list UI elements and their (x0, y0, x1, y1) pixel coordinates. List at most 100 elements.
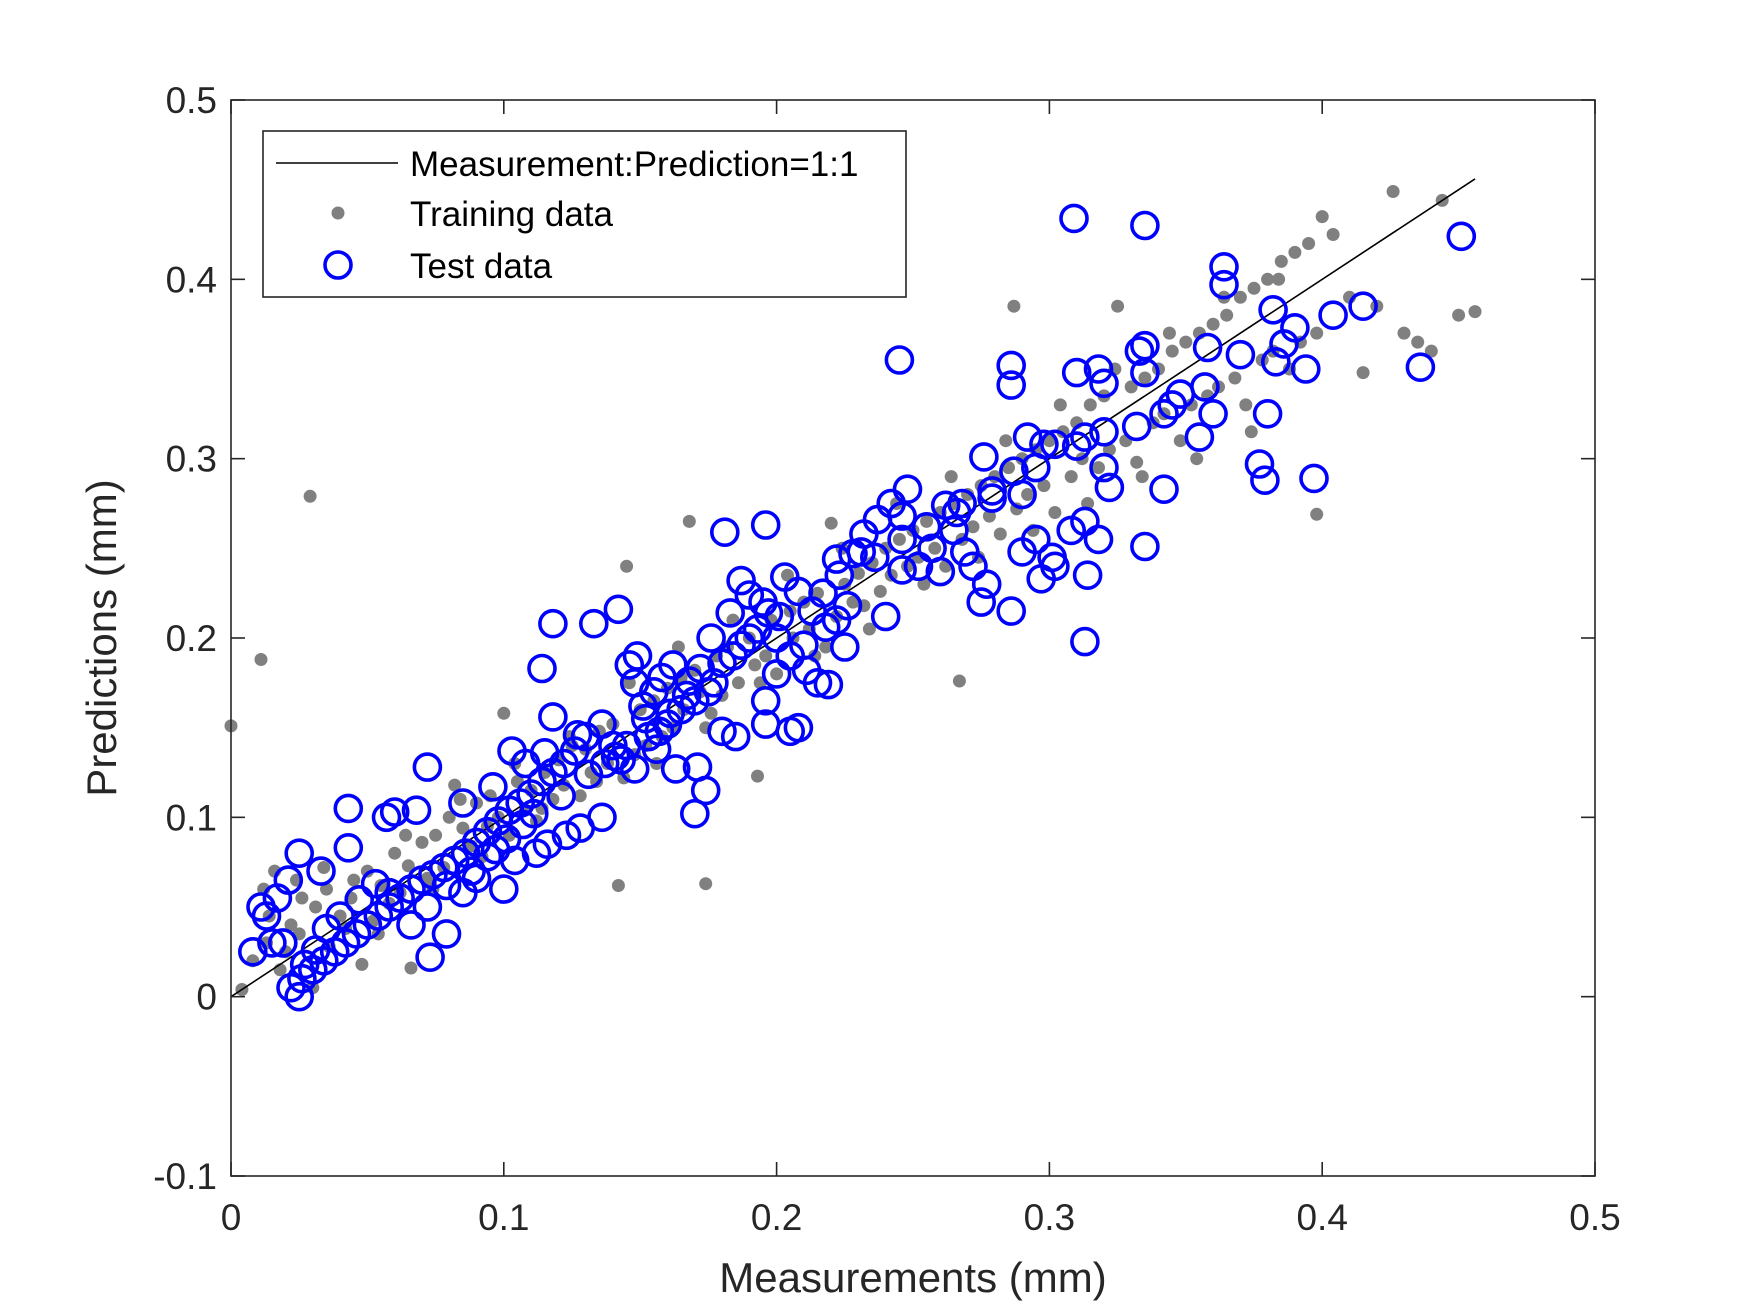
training-data-point (1233, 290, 1247, 304)
test-data-point (655, 698, 686, 729)
training-data-point (851, 566, 865, 580)
test-data-point (734, 580, 765, 610)
test-data-point (488, 874, 519, 904)
test-data-point (1225, 339, 1256, 370)
test-data-point (333, 832, 364, 863)
test-data-point (1209, 269, 1239, 300)
test-data-point (551, 820, 582, 851)
legend-dot-swatch (331, 206, 345, 220)
test-data-point (412, 892, 443, 922)
test-data-point (431, 870, 462, 901)
test-data-point (720, 721, 751, 752)
test-data-point (911, 511, 942, 542)
training-data-point (1184, 398, 1198, 412)
training-data-point (401, 859, 415, 873)
training-data-point (1206, 317, 1220, 331)
test-data-point (1405, 352, 1436, 383)
test-data-point (734, 623, 765, 653)
test-data-point (1070, 422, 1100, 452)
test-data-point (726, 565, 756, 596)
training-data-point (1173, 434, 1187, 448)
test-data-point (1130, 357, 1160, 388)
test-data-point (289, 949, 320, 980)
training-data-point (1135, 470, 1149, 484)
training-data-point (320, 882, 333, 896)
x-tick-label: 0.5 (1569, 1197, 1620, 1238)
training-data-point (811, 586, 824, 600)
test-data-point (1252, 398, 1283, 429)
test-data-point (603, 594, 634, 625)
test-data-point (996, 596, 1027, 626)
test-data-point (1083, 524, 1114, 555)
test-data-point (478, 771, 508, 802)
training-data-point (1228, 371, 1242, 385)
test-data-point (578, 608, 609, 639)
test-data-point (1012, 422, 1043, 452)
ticks: 0 0.1 0.2 0.3 0.4 0.5-0.100.10.20.30.40.5 (153, 80, 1620, 1238)
training-data-point (573, 789, 587, 803)
test-data-point (966, 587, 997, 617)
test-data-point (1130, 210, 1160, 241)
test-data-point (518, 798, 549, 829)
training-data-point (1053, 398, 1067, 412)
training-data-point (347, 873, 361, 887)
test-data-point (996, 370, 1027, 400)
test-data-point (679, 798, 710, 829)
test-data-point (396, 910, 426, 940)
test-data-point (508, 809, 538, 840)
training-data-point (415, 835, 429, 849)
test-data-point (870, 601, 901, 632)
x-tick-label: 0.2 (751, 1197, 802, 1238)
training-data-point (751, 769, 764, 783)
training-data-point (671, 640, 685, 654)
test-data-point (1021, 452, 1051, 483)
test-data-point (257, 928, 287, 958)
training-data-point (819, 640, 833, 654)
test-data-point (699, 667, 729, 698)
training-data-point (1102, 443, 1116, 457)
test-data-point (622, 641, 653, 671)
training-data-point (682, 514, 696, 528)
training-data-point (1130, 455, 1144, 469)
training-data-point (1247, 281, 1261, 295)
training-data-point (1190, 452, 1204, 466)
test-data-point (276, 972, 306, 1003)
test-data-point (824, 560, 855, 591)
test-data-point (750, 510, 781, 540)
test-data-point (360, 868, 391, 899)
test-data-point (344, 884, 375, 915)
test-data-point (941, 497, 972, 528)
y-tick-label: 0.2 (166, 618, 217, 659)
training-data-point (1411, 335, 1425, 349)
training-data-point (1138, 371, 1152, 385)
test-data-point (472, 841, 503, 872)
test-data-point (1061, 357, 1092, 388)
x-tick-label: 0.4 (1296, 1197, 1347, 1238)
training-data-point (1064, 470, 1078, 484)
training-data-point (317, 861, 331, 874)
x-axis-label: Measurements (mm) (719, 1254, 1106, 1301)
test-data-point (273, 865, 304, 895)
training-data-point (1452, 308, 1466, 322)
training-data-point (254, 653, 268, 666)
test-data-point (750, 709, 781, 739)
test-data-point (764, 601, 795, 632)
test-data-point (284, 838, 315, 869)
test-data-point (1149, 474, 1179, 505)
training-data-point (1037, 479, 1051, 493)
training-data-point (1386, 185, 1400, 198)
test-data-point (971, 569, 1002, 600)
test-data-point (969, 442, 999, 472)
legend-label-test: Test data (410, 247, 553, 286)
test-data-point (887, 524, 917, 555)
training-data-point (966, 520, 980, 534)
test-data-point (267, 928, 298, 958)
test-data-point (538, 608, 568, 639)
test-data-point (614, 650, 645, 680)
training-data-point (1274, 254, 1288, 268)
training-data-point (920, 514, 934, 528)
test-data-point (1089, 452, 1119, 483)
training-data-point (1007, 299, 1021, 313)
